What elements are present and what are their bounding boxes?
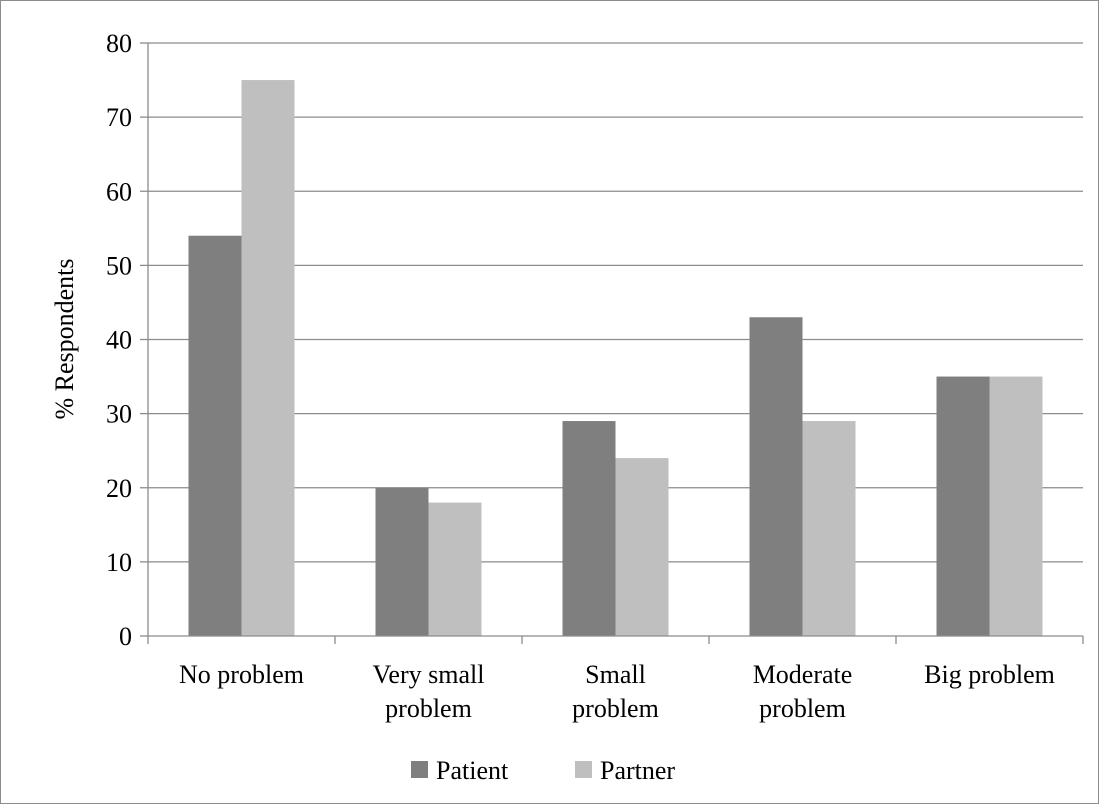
bar-patient-2 [562,421,616,636]
y-tick-label: 80 [106,29,132,58]
y-tick-label: 40 [106,326,132,355]
bar-partner-4 [989,376,1043,636]
y-tick-label: 10 [106,548,132,577]
x-category-label: No problem [179,660,304,689]
bar-patient-3 [749,317,803,636]
bar-patient-4 [936,376,990,636]
y-tick-label: 50 [106,251,132,280]
y-axis-label: % Respondents [50,258,79,419]
x-tick-labels: No problem Very small problem Small problem M… [179,660,1055,723]
bar-partner-0 [241,80,295,636]
y-tick-label: 30 [106,400,132,429]
legend-label-patient: Patient [436,756,509,785]
bar-patient-0 [188,235,242,636]
y-tick-label: 70 [106,103,132,132]
y-tick-label: 60 [106,177,132,206]
x-category-label: Very small problem [373,660,485,723]
x-category-label: Big problem [924,660,1055,689]
bar-partner-3 [802,421,856,636]
bars [188,80,1043,636]
bar-partner-2 [615,458,669,636]
y-tick-label: 0 [119,622,132,651]
y-tick-label: 20 [106,474,132,503]
bar-patient-1 [375,487,429,636]
legend: Patient Partner [411,756,675,785]
legend-swatch-partner [575,761,592,778]
y-tick-labels: 0 10 20 30 40 50 60 70 80 [106,29,148,651]
bar-partner-1 [428,502,482,636]
legend-label-partner: Partner [600,756,675,785]
x-category-label: Small problem [572,660,659,723]
legend-swatch-patient [411,761,428,778]
gridlines [148,42,1083,563]
x-category-label: Moderate problem [753,660,853,723]
